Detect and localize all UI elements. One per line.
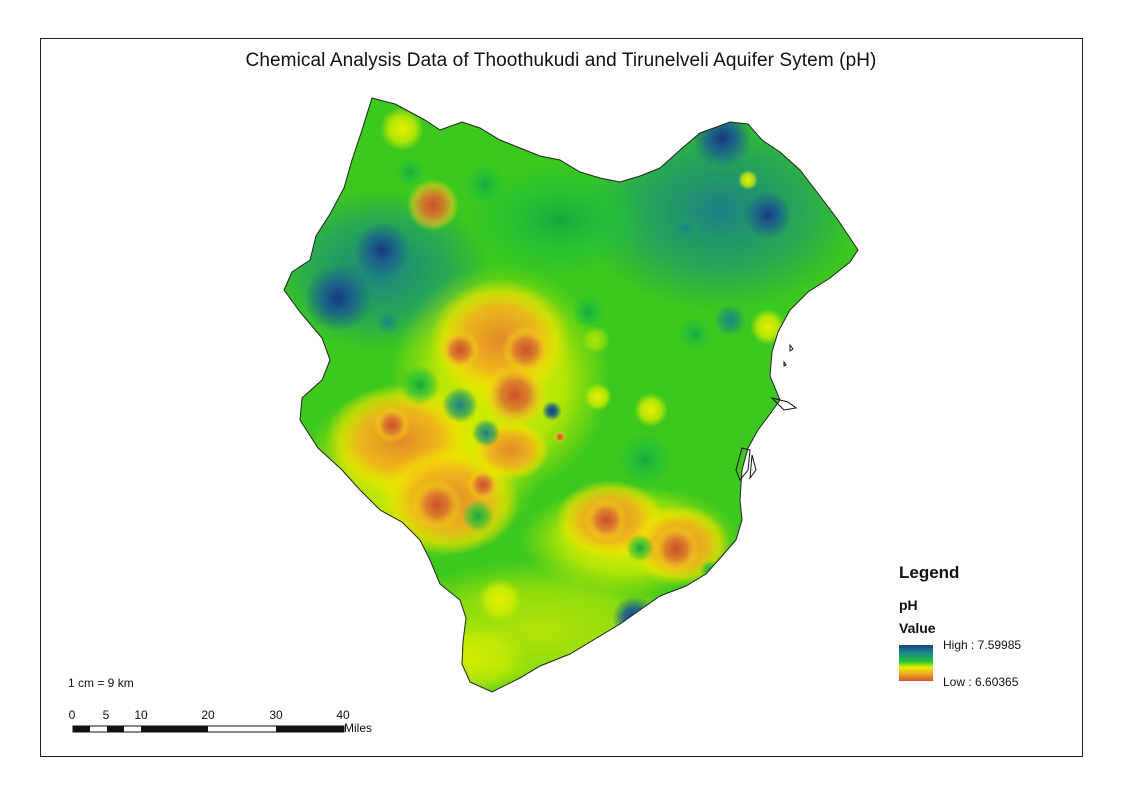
scale-tick-20: 20 (201, 708, 215, 722)
scale-tick-5: 5 (102, 708, 110, 722)
legend-title: Legend (899, 563, 960, 582)
ph-raster-surface (284, 98, 858, 692)
scale-ratio-text: 1 cm = 9 km (68, 676, 134, 690)
scale-unit-label: Miles (344, 721, 373, 735)
scale-tick-30: 30 (269, 708, 283, 722)
scale-tick-10: 10 (134, 708, 148, 722)
map-frame (40, 38, 1083, 757)
coastal-islands (735, 343, 798, 481)
scale-tick-40: 40 (336, 708, 350, 722)
scale-bar (72, 725, 345, 733)
scale-tick-0: 0 (68, 708, 76, 722)
legend-low-label: Low : 6.60365 (943, 675, 1019, 689)
legend-color-ramp (899, 645, 933, 681)
legend-field-name: Value (899, 620, 936, 636)
legend-high-label: High : 7.59985 (943, 638, 1022, 652)
map-title: Chemical Analysis Data of Thoothukudi an… (245, 50, 877, 71)
legend-layer-name: pH (899, 597, 918, 613)
